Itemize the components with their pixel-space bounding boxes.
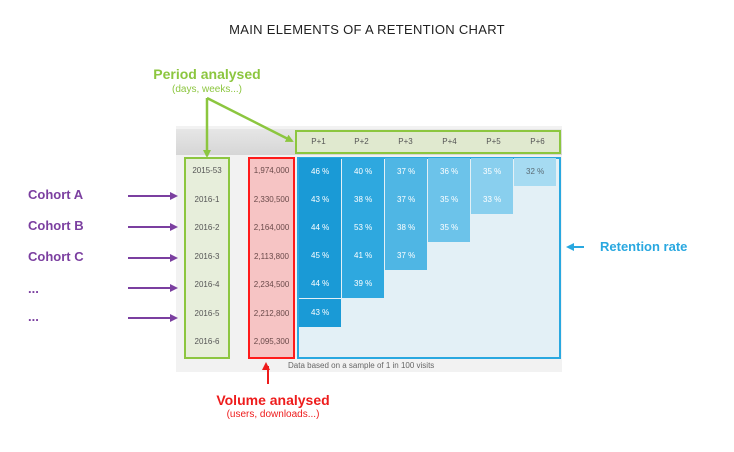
period-arrow-right — [206, 96, 294, 143]
more-cohorts-label: ... — [28, 309, 39, 324]
period-analysed-sublabel: (days, weeks...) — [171, 84, 243, 95]
retention-cell: 40 % — [342, 158, 384, 186]
retention-cell: 38 % — [342, 186, 384, 214]
cohort-c-label: Cohort C — [28, 249, 84, 264]
sample-footnote: Data based on a sample of 1 in 100 visit… — [288, 361, 435, 370]
volume-cell: 1,974,000 — [253, 166, 290, 175]
cohort-cell: 2016-4 — [194, 280, 220, 289]
period-header-cell: P+6 — [530, 137, 545, 146]
retention-cell: 44 % — [299, 270, 341, 298]
retention-cell: 38 % — [385, 214, 427, 242]
retention-cell: 43 % — [299, 186, 341, 214]
retention-cell: 45 % — [299, 242, 341, 270]
retention-rate-label: Retention rate — [600, 239, 688, 254]
retention-cell: 35 % — [471, 158, 513, 186]
cohort-cell: 2016-6 — [194, 337, 220, 346]
volume-cell: 2,234,500 — [253, 280, 290, 289]
volume-cell: 2,212,800 — [253, 309, 290, 318]
retention-cell: 35 % — [428, 214, 470, 242]
volume-column-highlight — [248, 157, 295, 359]
retention-cell: 37 % — [385, 158, 427, 186]
period-header-cell: P+5 — [486, 137, 501, 146]
retention-cell: 44 % — [299, 214, 341, 242]
volume-cell: 2,164,000 — [253, 223, 290, 232]
cohort-cell: 2016-2 — [194, 223, 220, 232]
cohort-column-highlight — [184, 157, 230, 359]
retention-cell: 37 % — [385, 186, 427, 214]
more-cohorts-label: ... — [28, 281, 39, 296]
period-analysed-label: Period analysed — [153, 66, 261, 82]
retention-cell: 32 % — [514, 158, 556, 186]
volume-cell: 2,330,500 — [253, 195, 290, 204]
retention-cell: 43 % — [299, 299, 341, 327]
volume-cell: 2,095,300 — [253, 337, 290, 346]
retention-cell: 33 % — [471, 186, 513, 214]
period-header-cell: P+3 — [398, 137, 413, 146]
retention-cell: 36 % — [428, 158, 470, 186]
period-header-cell: P+2 — [354, 137, 369, 146]
retention-cell: 41 % — [342, 242, 384, 270]
period-header-highlight — [295, 130, 561, 154]
cohort-cell: 2016-5 — [194, 309, 220, 318]
period-header-cell: P+4 — [442, 137, 457, 146]
cohort-cell: 2015-53 — [192, 166, 222, 175]
retention-cell: 53 % — [342, 214, 384, 242]
period-header-cell: P+1 — [311, 137, 326, 146]
chart-title: MAIN ELEMENTS OF A RETENTION CHART — [229, 22, 505, 37]
volume-analysed-label: Volume analysed — [216, 392, 330, 408]
retention-cell: 46 % — [299, 158, 341, 186]
retention-cell: 35 % — [428, 186, 470, 214]
cohort-a-label: Cohort A — [28, 187, 84, 202]
volume-analysed-sublabel: (users, downloads...) — [226, 409, 320, 420]
retention-cell: 37 % — [385, 242, 427, 270]
retention-cell: 39 % — [342, 270, 384, 298]
cohort-cell: 2016-1 — [194, 195, 220, 204]
volume-cell: 2,113,800 — [254, 252, 289, 261]
cohort-cell: 2016-3 — [194, 252, 220, 261]
cohort-b-label: Cohort B — [28, 218, 84, 233]
